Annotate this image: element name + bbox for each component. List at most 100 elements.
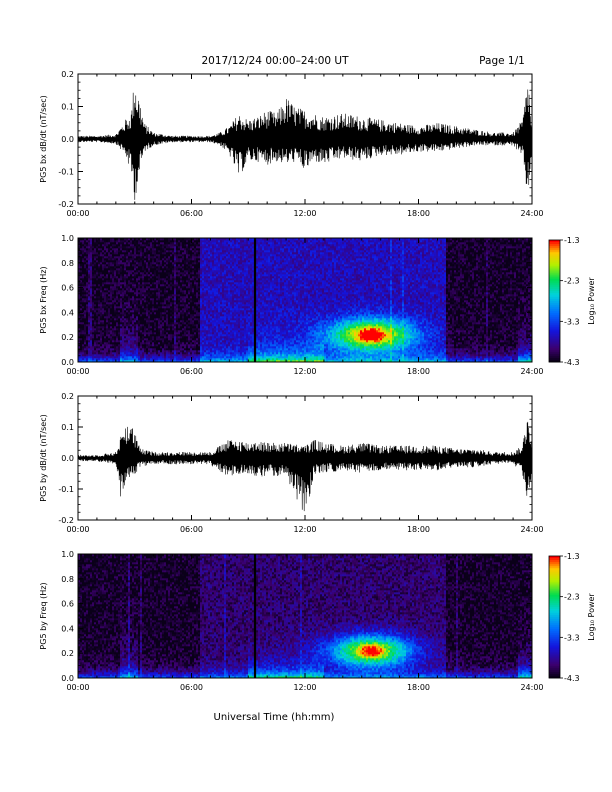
- spectrogram-cell: [92, 318, 94, 320]
- spectrogram-cell: [82, 314, 84, 316]
- spectrogram-cell: [176, 308, 178, 310]
- spectrogram-cell: [132, 258, 134, 260]
- spectrogram-cell: [180, 280, 182, 282]
- spectrogram-cell: [140, 276, 142, 278]
- spectrogram-cell: [146, 324, 148, 326]
- spectrogram-cell: [162, 302, 164, 304]
- spectrogram-cell: [92, 302, 94, 304]
- spectrogram-cell: [100, 250, 102, 252]
- spectrogram-cell: [220, 240, 222, 242]
- spectrogram-cell: [230, 284, 232, 286]
- spectrogram-cell: [168, 312, 170, 314]
- spectrogram-cell: [198, 282, 200, 284]
- spectrogram-cell: [96, 294, 98, 296]
- spectrogram-cell: [184, 356, 186, 358]
- spectrogram-cell: [84, 256, 86, 258]
- spectrogram-cell: [178, 302, 180, 304]
- spectrogram-cell: [172, 246, 174, 248]
- spectrogram-cell: [112, 358, 114, 360]
- spectrogram-cell: [98, 306, 100, 308]
- spectrogram-cell: [214, 350, 216, 352]
- spectrogram-cell: [114, 354, 116, 356]
- spectrogram-cell: [86, 348, 88, 350]
- spectrogram-cell: [104, 240, 106, 242]
- spectrogram-cell: [216, 356, 218, 358]
- spectrogram-cell: [108, 298, 110, 300]
- spectrogram-cell: [222, 284, 224, 286]
- spectrogram-cell: [200, 272, 202, 274]
- spectrogram-cell: [210, 306, 212, 308]
- spectrogram-cell: [228, 274, 230, 276]
- spectrogram-cell: [112, 320, 114, 322]
- spectrogram-cell: [180, 288, 182, 290]
- spectrogram-cell: [102, 328, 104, 330]
- spectrogram-cell: [152, 342, 154, 344]
- spectrogram-cell: [204, 252, 206, 254]
- spectrogram-cell: [232, 322, 234, 324]
- spectrogram-cell: [126, 326, 128, 328]
- spectrogram-cell: [196, 322, 198, 324]
- spectrogram-cell: [130, 246, 132, 248]
- spectrogram-cell: [134, 338, 136, 340]
- spectrogram-cell: [184, 320, 186, 322]
- spectrogram-cell: [106, 354, 108, 356]
- spectrogram-cell: [188, 252, 190, 254]
- spectrogram-cell: [134, 308, 136, 310]
- spectrogram-cell: [182, 286, 184, 288]
- spectrogram-cell: [196, 290, 198, 292]
- spectrogram-cell: [226, 268, 228, 270]
- spectrogram-cell: [148, 244, 150, 246]
- spectrogram-cell: [130, 288, 132, 290]
- spectrogram-cell: [140, 280, 142, 282]
- spectrogram-cell: [126, 270, 128, 272]
- spectrogram-cell: [182, 322, 184, 324]
- spectrogram-cell: [134, 290, 136, 292]
- spectrogram-cell: [208, 330, 210, 332]
- spectrogram-cell: [180, 302, 182, 304]
- spectrogram-cell: [216, 244, 218, 246]
- spectrogram-cell: [182, 276, 184, 278]
- spectrogram-cell: [180, 258, 182, 260]
- spectrogram-cell: [226, 282, 228, 284]
- spectrogram-cell: [190, 246, 192, 248]
- spectrogram-cell: [102, 300, 104, 302]
- spectrogram-cell: [138, 240, 140, 242]
- spectrogram-cell: [94, 308, 96, 310]
- spectrogram-cell: [82, 290, 84, 292]
- spectrogram-cell: [182, 256, 184, 258]
- spectrogram-cell: [192, 290, 194, 292]
- spectrogram-cell: [108, 290, 110, 292]
- spectrogram-cell: [90, 296, 92, 298]
- spectrogram-cell: [136, 316, 138, 318]
- spectrogram-cell: [102, 322, 104, 324]
- spectrogram-cell: [104, 246, 106, 248]
- spectrogram-cell: [234, 338, 236, 340]
- spectrogram-cell: [218, 284, 220, 286]
- spectrogram-cell: [106, 260, 108, 262]
- spectrogram-cell: [144, 290, 146, 292]
- spectrogram-cell: [122, 308, 124, 310]
- spectrogram-cell: [130, 290, 132, 292]
- spectrogram-cell: [110, 278, 112, 280]
- spectrogram-cell: [144, 246, 146, 248]
- spectrogram-cell: [226, 244, 228, 246]
- spectrogram-cell: [178, 306, 180, 308]
- spectrogram-cell: [170, 294, 172, 296]
- spectrogram-cell: [216, 312, 218, 314]
- spectrogram-cell: [200, 336, 202, 338]
- spectrogram-cell: [106, 292, 108, 294]
- spectrogram-cell: [220, 322, 222, 324]
- spectrogram-cell: [144, 244, 146, 246]
- spectrogram-cell: [204, 278, 206, 280]
- spectrogram-cell: [162, 250, 164, 252]
- spectrogram-cell: [198, 296, 200, 298]
- spectrogram-cell: [144, 312, 146, 314]
- spectrogram-cell: [146, 346, 148, 348]
- spectrogram-cell: [158, 272, 160, 274]
- spectrogram-cell: [178, 342, 180, 344]
- spectrogram-cell: [106, 282, 108, 284]
- spectrogram-cell: [210, 340, 212, 342]
- spectrogram-cell: [220, 326, 222, 328]
- spectrogram-cell: [108, 276, 110, 278]
- spectrogram-cell: [174, 254, 176, 256]
